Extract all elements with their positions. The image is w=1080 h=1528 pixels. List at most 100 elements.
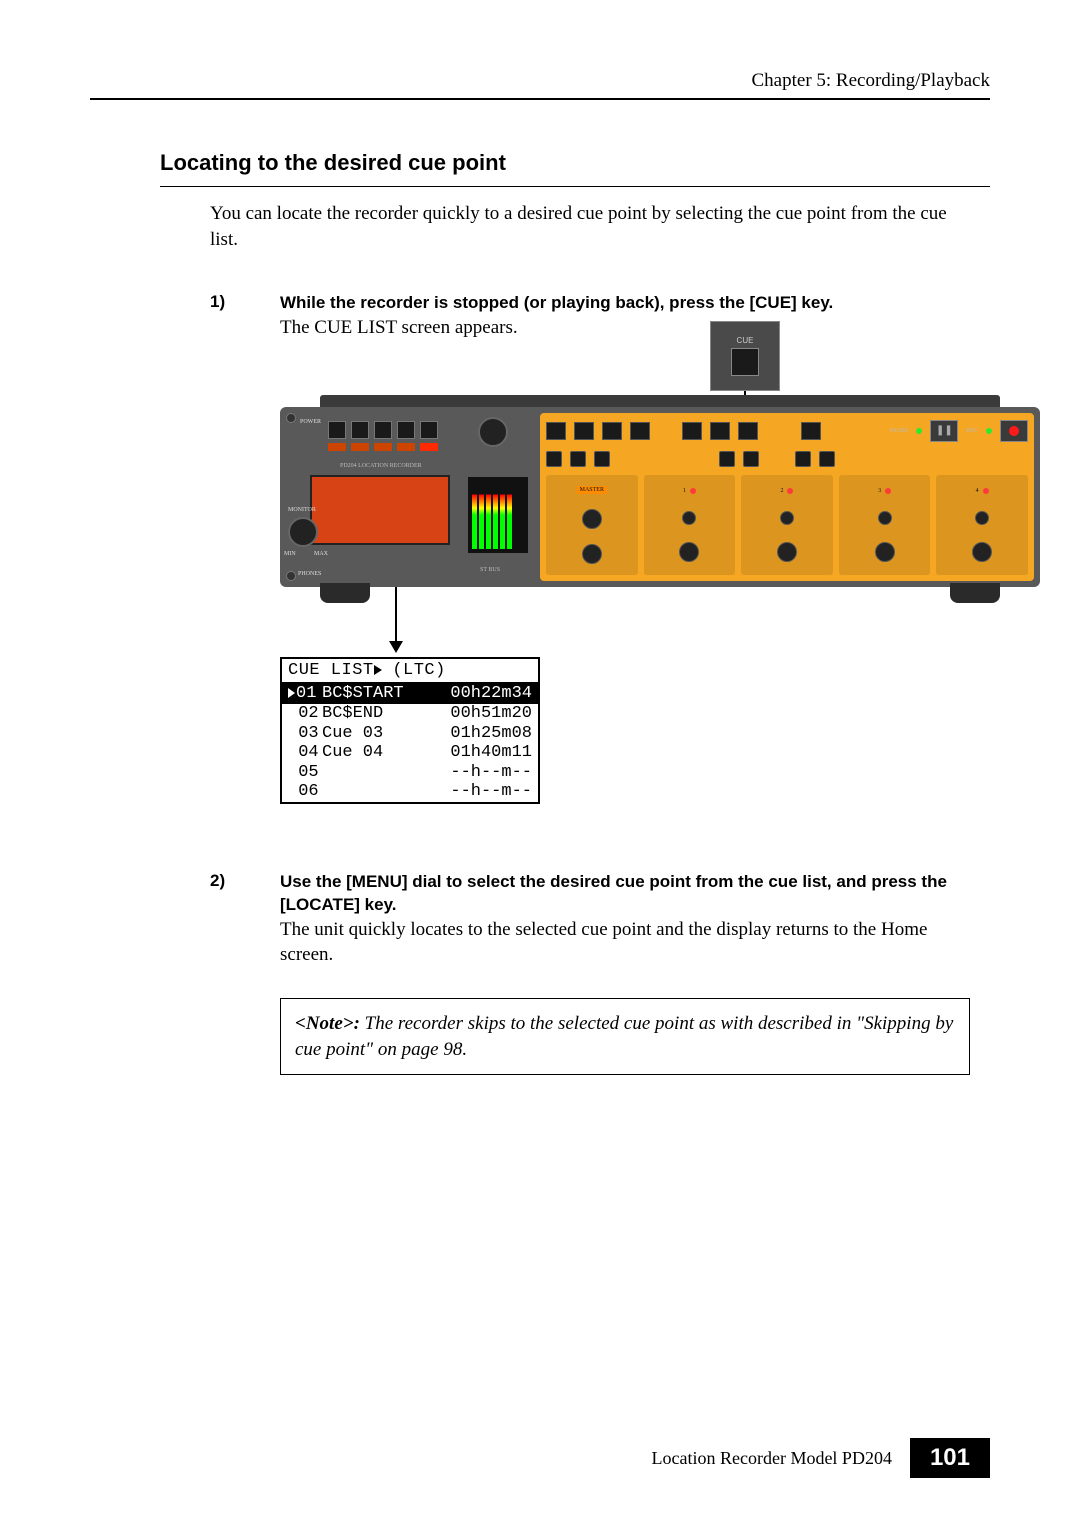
locate-button xyxy=(801,422,821,440)
device-body: POWER xyxy=(280,407,1040,587)
cue-row-time: 00h22m34 xyxy=(440,684,532,704)
step-1-result: The CUE LIST screen appears. xyxy=(280,315,970,341)
pause-led-icon xyxy=(916,428,922,434)
device-orange-panel: PAUSE ❚❚ REC xyxy=(540,413,1034,581)
monitor-label: MONITOR xyxy=(288,507,316,513)
cue-row-name xyxy=(322,763,440,783)
step-1-number: 1) xyxy=(210,292,280,341)
ch-led-icon xyxy=(787,488,793,494)
max-label: MAX xyxy=(314,551,328,557)
ch-led-icon xyxy=(690,488,696,494)
footer-model-text: Location Recorder Model PD204 xyxy=(652,1448,892,1469)
contrast-label xyxy=(397,443,415,451)
light-button xyxy=(397,421,415,439)
play-button xyxy=(630,422,650,440)
quickset-button xyxy=(328,421,346,439)
meter-bar xyxy=(493,481,498,549)
meter-bar xyxy=(500,481,505,549)
transport-row: PAUSE ❚❚ REC xyxy=(546,419,1028,443)
time-button xyxy=(351,421,369,439)
next-button xyxy=(738,422,758,440)
arrow-head-icon xyxy=(389,641,403,653)
slate-button xyxy=(795,451,811,467)
step-2-instruction: Use the [MENU] dial to select the desire… xyxy=(280,871,970,917)
cue-row-time: 01h25m08 xyxy=(440,724,532,744)
cue-row-num: 05 xyxy=(288,763,322,783)
lcd-screen xyxy=(310,475,450,545)
section-title: Locating to the desired cue point xyxy=(160,150,990,176)
gain-knob xyxy=(679,542,699,562)
menu-dial xyxy=(478,417,508,447)
cue-row-name: Cue 04 xyxy=(322,743,440,763)
cue-list-header: CUE LIST (LTC) xyxy=(282,659,538,685)
cue-row-time: 01h40m11 xyxy=(440,743,532,763)
cue-row-num: 06 xyxy=(288,782,322,802)
cursor-triangle-icon xyxy=(288,688,295,698)
master-channel: MASTER xyxy=(546,475,638,575)
cue-row-num: 04 xyxy=(288,743,322,763)
secondary-button-row xyxy=(546,449,1028,469)
gain-knob xyxy=(875,542,895,562)
channel-2: 2 xyxy=(741,475,833,575)
cue-row-name: BC$END xyxy=(322,704,440,724)
send-knob xyxy=(780,511,794,525)
cue-list-screen: CUE LIST (LTC) 01BC$START00h22m34 02BC$E… xyxy=(280,657,540,804)
ff-button xyxy=(574,422,594,440)
meter-bar xyxy=(479,481,484,549)
exit-button xyxy=(420,421,438,439)
master-label: MASTER xyxy=(577,486,607,494)
cue-row-num: 02 xyxy=(288,704,322,724)
intro-text: You can locate the recorder quickly to a… xyxy=(210,201,970,252)
filesel-button xyxy=(374,421,392,439)
note-label: <Note>: xyxy=(295,1013,360,1034)
send-knob xyxy=(878,511,892,525)
cue-key-icon xyxy=(731,348,759,376)
bc-button xyxy=(546,451,562,467)
step-2-result: The unit quickly locates to the selected… xyxy=(280,917,970,968)
channel-1: 1 xyxy=(644,475,736,575)
stand-icon xyxy=(950,583,1000,603)
header-rule xyxy=(90,98,990,100)
cue-list-row: 04Cue 0401h40m11 xyxy=(282,743,538,763)
page-number: 101 xyxy=(910,1438,990,1478)
jam-button xyxy=(743,451,759,467)
monitor-dial xyxy=(288,517,318,547)
pan-knob xyxy=(582,509,602,529)
meter-bar xyxy=(472,481,477,549)
ch-led-icon xyxy=(983,488,989,494)
note-box: <Note>: The recorder skips to the select… xyxy=(280,998,970,1075)
cue-row-name: BC$START xyxy=(322,684,440,704)
gain-knob xyxy=(972,542,992,562)
device-stands xyxy=(280,583,1040,609)
pfl-button xyxy=(570,451,586,467)
arrow-line xyxy=(395,587,397,645)
channel-strip-panel: MASTER 1 2 xyxy=(546,475,1028,575)
shift-label xyxy=(328,443,346,451)
meter-bar xyxy=(507,481,512,549)
cue-button xyxy=(710,422,730,440)
send-knob xyxy=(975,511,989,525)
falsestart-button xyxy=(819,451,835,467)
step-2: 2) Use the [MENU] dial to select the des… xyxy=(210,871,970,968)
rec-button xyxy=(1000,420,1028,442)
cue-list-row: 06 --h--m-- xyxy=(282,782,538,802)
ch-num: 4 xyxy=(976,488,979,494)
section-rule xyxy=(160,186,990,187)
pause-label: PAUSE xyxy=(890,428,908,434)
cue-list-row: 05--h--m-- xyxy=(282,763,538,783)
edit-label xyxy=(420,443,438,451)
tcset-label xyxy=(351,443,369,451)
cue-list-row: 03Cue 0301h25m08 xyxy=(282,724,538,744)
channel-3: 3 xyxy=(839,475,931,575)
cue-row-time: --h--m-- xyxy=(440,782,532,802)
stop-button xyxy=(602,422,622,440)
rec-label: REC xyxy=(966,428,978,434)
rec-led-icon xyxy=(986,428,992,434)
step-2-number: 2) xyxy=(210,871,280,968)
note-text: The recorder skips to the selected cue p… xyxy=(295,1013,953,1060)
phones-label: PHONES xyxy=(298,571,321,577)
power-label: POWER xyxy=(300,419,321,425)
min-label: MIN xyxy=(284,551,296,557)
cue-row-name: Cue 03 xyxy=(322,724,440,744)
device-figure: CUE POWER xyxy=(280,361,990,681)
